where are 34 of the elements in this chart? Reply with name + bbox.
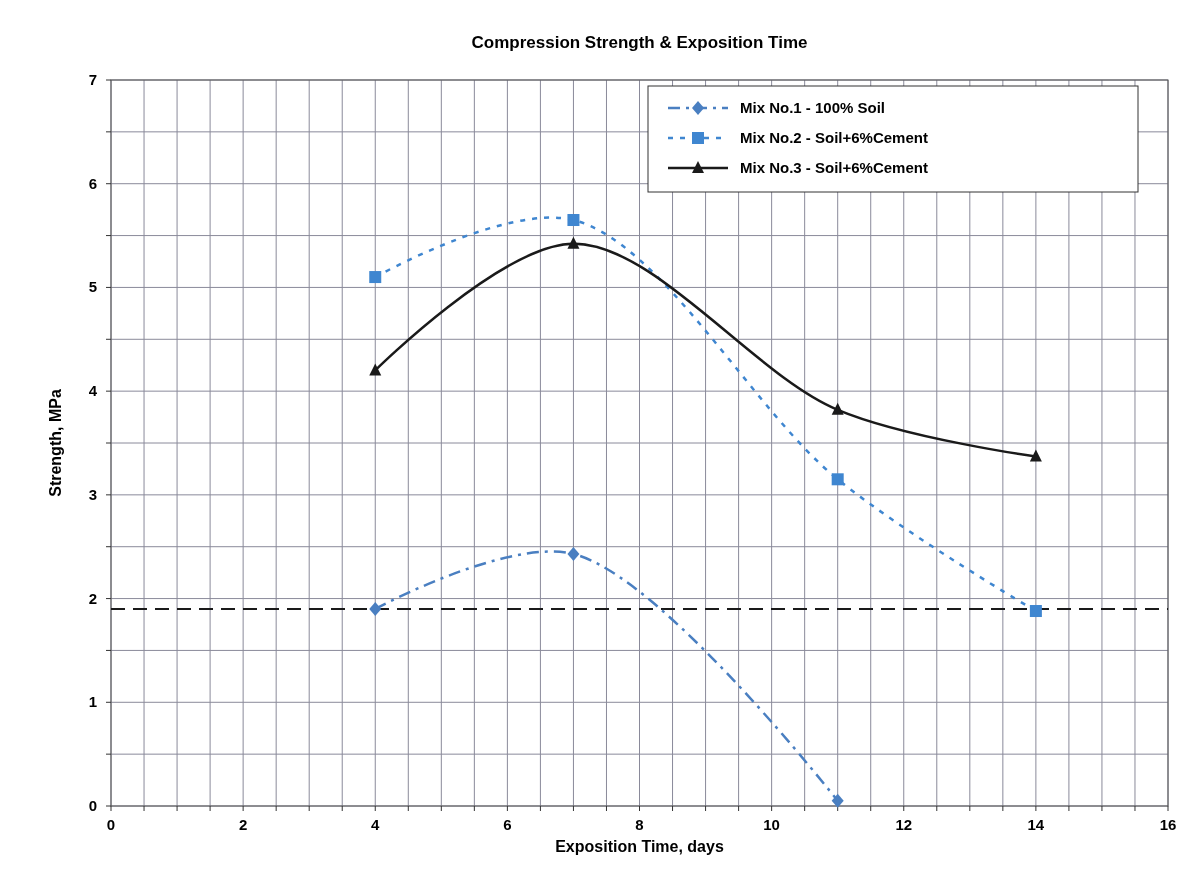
legend-label: Mix No.3 - Soil+6%Cement [740, 159, 928, 176]
y-tick-label: 5 [88, 278, 97, 296]
legend-label: Mix No.2 - Soil+6%Cement [740, 129, 928, 146]
x-tick-label: 4 [371, 816, 381, 833]
point [831, 473, 844, 486]
point [369, 601, 382, 616]
x-tick-label: 2 [238, 816, 248, 833]
y-tick-label: 4 [88, 382, 98, 400]
y-tick-label: 3 [88, 485, 97, 503]
point [567, 236, 580, 249]
point [567, 546, 580, 561]
y-tick-label: 1 [88, 693, 97, 711]
y-tick-label: 0 [88, 797, 97, 814]
x-tick-label: 10 [763, 816, 780, 833]
y-axis-title: Strength, MPa [47, 389, 64, 497]
point [369, 271, 382, 284]
y-tick-label: 6 [88, 174, 97, 192]
legend-label: Mix No.1 - 100% Soil [740, 99, 886, 116]
x-tick-label: 12 [895, 816, 913, 833]
chart-title: Compression Strength & Exposition Time [471, 33, 808, 52]
point [1029, 605, 1042, 618]
x-tick-label: 16 [1159, 816, 1177, 833]
point [831, 793, 844, 808]
point [369, 363, 382, 376]
x-tick-label: 6 [503, 816, 512, 833]
point [1029, 449, 1042, 462]
x-tick-label: 0 [106, 816, 116, 833]
point [567, 214, 580, 227]
x-tick-label: 8 [635, 816, 644, 833]
point [831, 402, 844, 415]
x-axis-title: Exposition Time, days [555, 838, 724, 855]
x-tick-label: 14 [1027, 816, 1045, 833]
y-tick-label: 7 [88, 71, 97, 88]
y-tick-label: 2 [88, 589, 97, 607]
